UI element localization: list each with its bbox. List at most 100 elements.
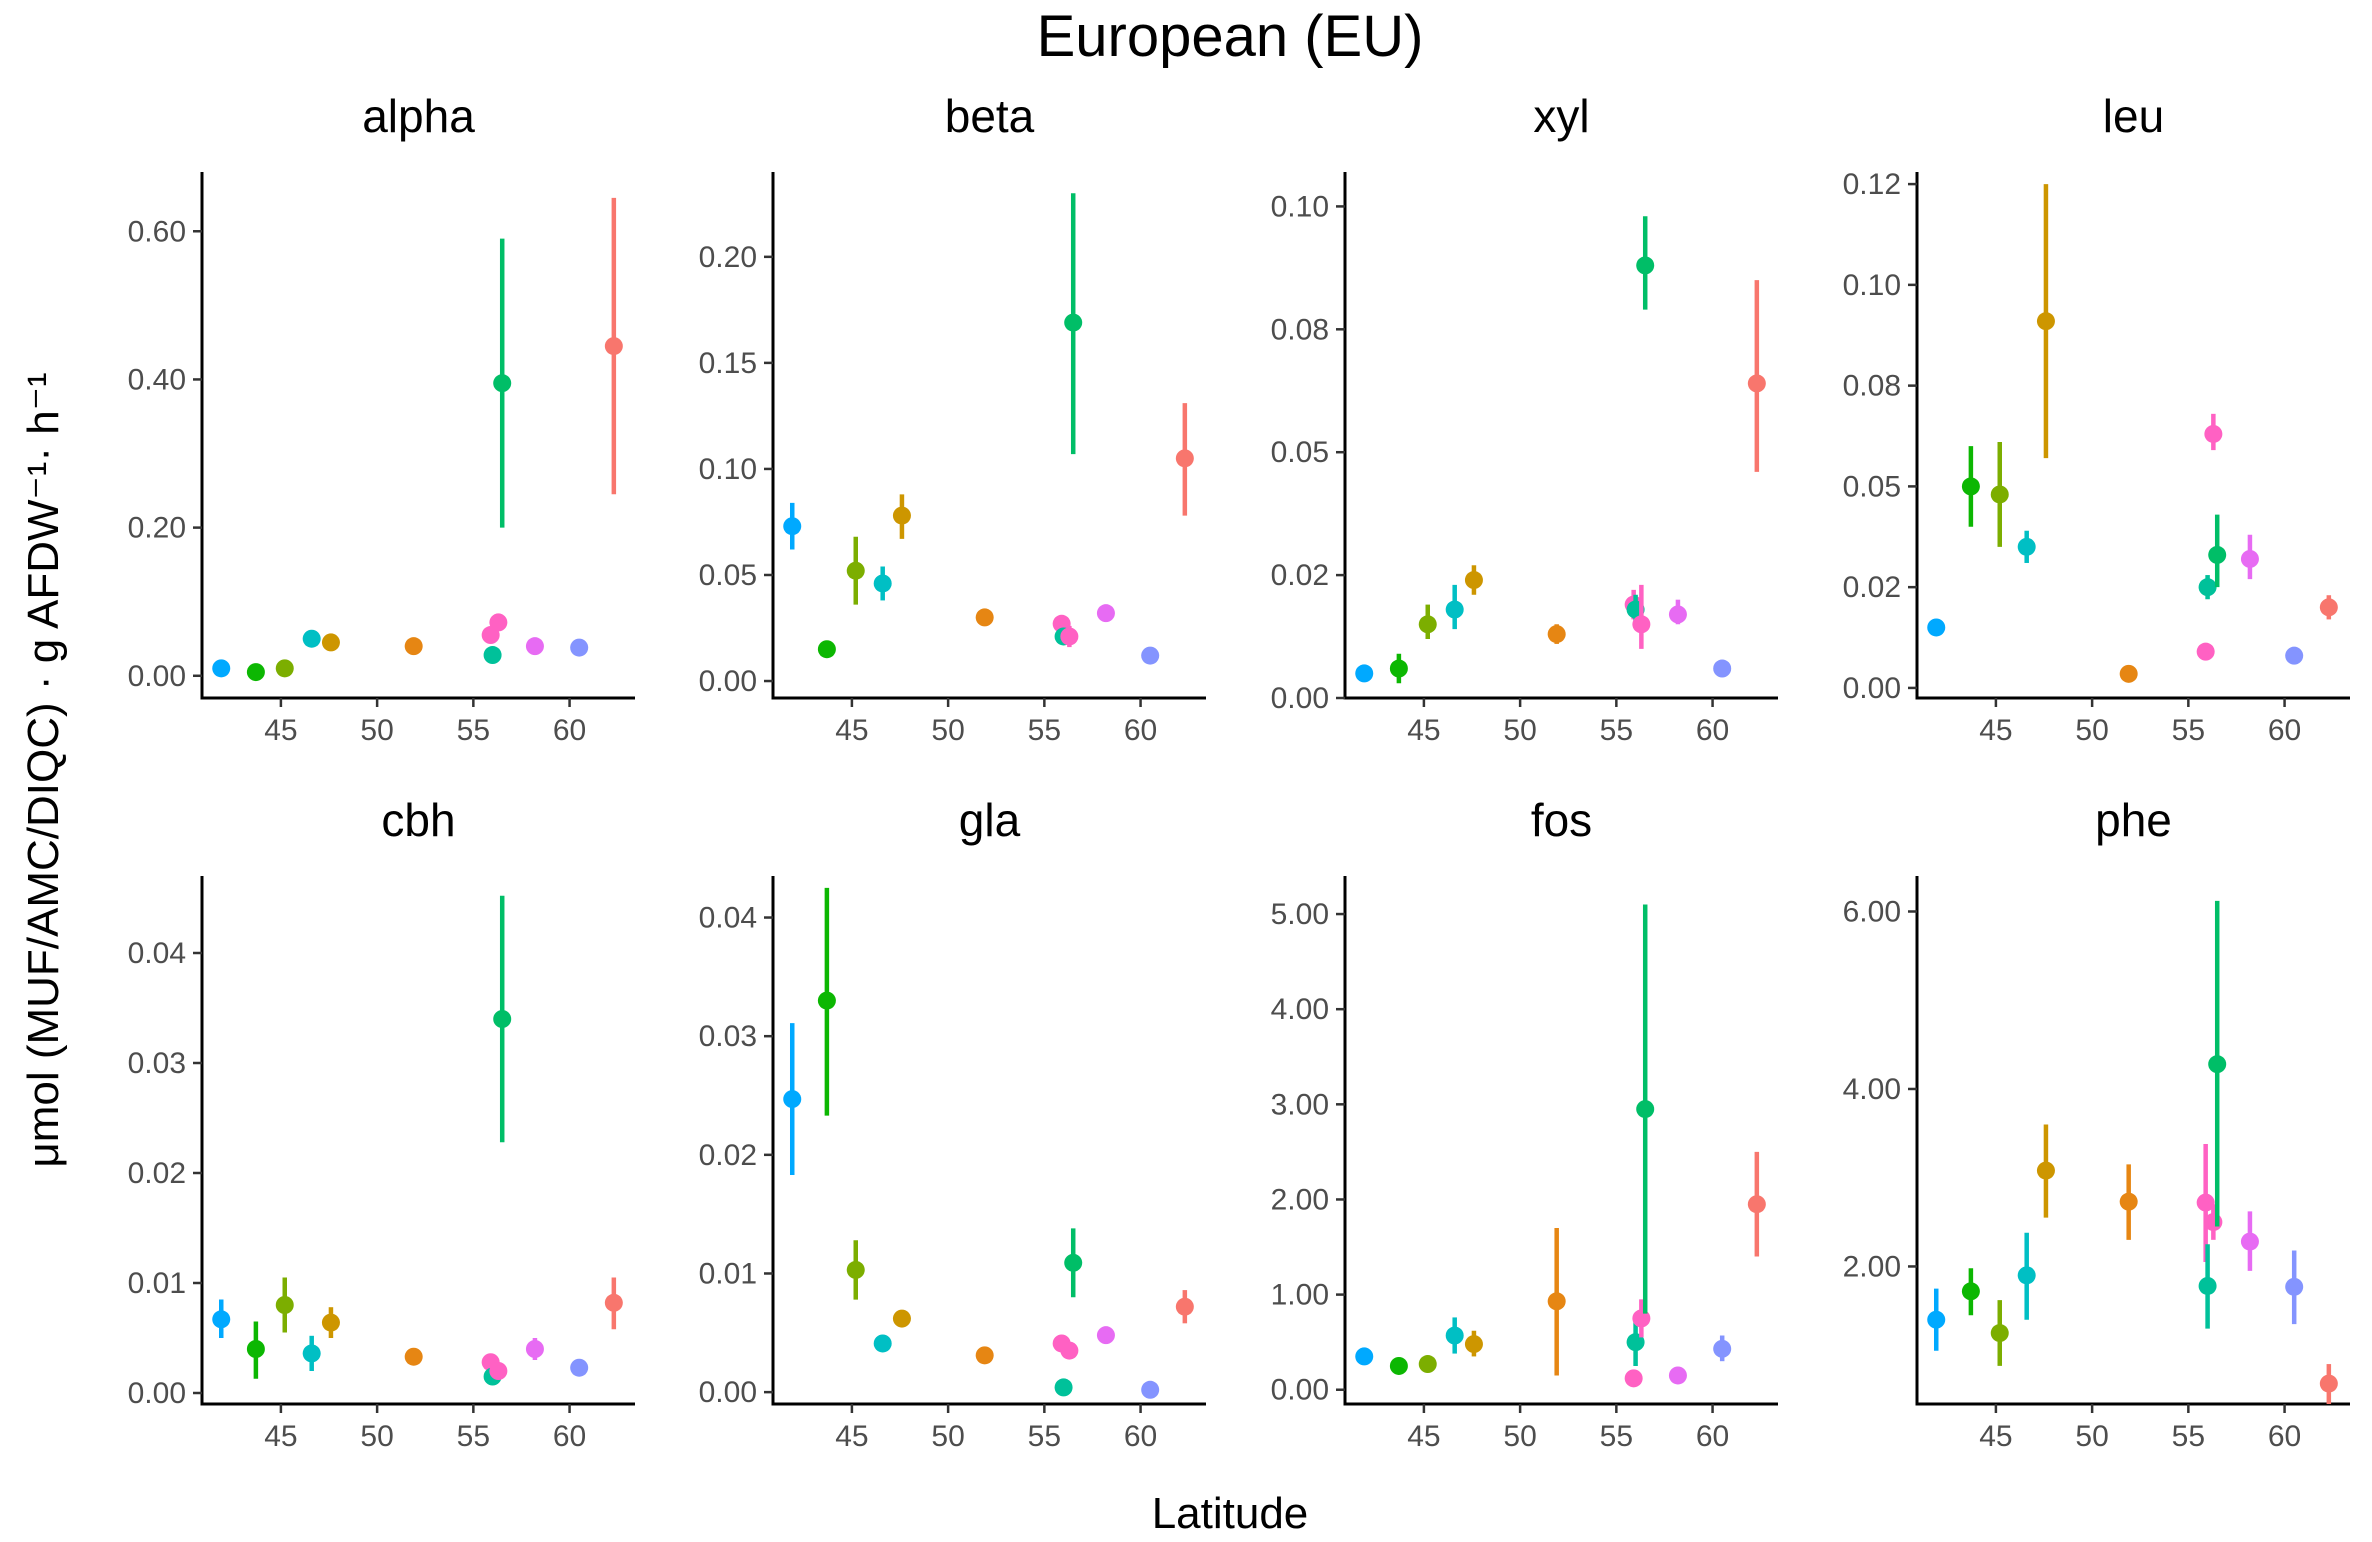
- data-point: [1626, 1333, 1645, 1352]
- y-tick-label: 3.00: [1271, 1088, 1329, 1121]
- x-tick-label: 60: [2268, 714, 2301, 747]
- data-point: [1060, 627, 1079, 646]
- x-tick-label: 45: [264, 714, 297, 747]
- y-tick-label: 0.00: [699, 1376, 757, 1409]
- data-point: [604, 1293, 623, 1312]
- x-tick-label: 50: [931, 1420, 964, 1453]
- x-tick-label: 60: [2268, 1420, 2301, 1453]
- panel-title: fos: [1531, 794, 1592, 846]
- x-tick-label: 45: [1979, 1420, 2012, 1453]
- data-point: [604, 337, 623, 356]
- data-point: [2119, 664, 2138, 683]
- x-tick-label: 45: [835, 1420, 868, 1453]
- x-tick-label: 50: [360, 1420, 393, 1453]
- y-tick-label: 0.02: [1843, 571, 1901, 604]
- data-point: [892, 1309, 911, 1328]
- y-tick-label: 0.10: [1843, 269, 1901, 302]
- data-point: [1445, 600, 1464, 619]
- y-tick-label: 0.02: [699, 1139, 757, 1172]
- data-point: [570, 1358, 589, 1377]
- data-point: [1175, 449, 1194, 468]
- data-point: [1636, 1100, 1655, 1119]
- x-tick-label: 60: [1696, 714, 1729, 747]
- data-point: [1927, 618, 1946, 637]
- y-tick-label: 0.02: [128, 1157, 186, 1190]
- data-point: [1636, 256, 1655, 275]
- data-point: [493, 374, 512, 393]
- x-tick-label: 60: [1124, 714, 1157, 747]
- data-point: [783, 1090, 802, 1109]
- data-point: [302, 1344, 321, 1363]
- data-point: [525, 1340, 544, 1358]
- data-point: [1624, 1369, 1643, 1388]
- y-tick-label: 2.00: [1843, 1250, 1901, 1283]
- panel-phe: phe 2.00 4.00 6.00 45 50 55 60: [1843, 794, 2350, 1453]
- data-point: [1418, 615, 1437, 634]
- x-tick-label: 60: [553, 1420, 586, 1453]
- data-point: [783, 517, 802, 536]
- x-tick-label: 55: [1600, 1420, 1633, 1453]
- data-point: [1990, 485, 2009, 504]
- data-point: [246, 1340, 265, 1358]
- data-point: [1064, 1253, 1083, 1272]
- panel-alpha: alpha 0.00 0.20 0.40 0.60 45 50 55 60: [128, 90, 635, 747]
- panel-title: cbh: [381, 794, 455, 846]
- y-tick-label: 4.00: [1271, 993, 1329, 1026]
- data-point: [570, 638, 589, 657]
- panel-gla: gla 0.00 0.01 0.02 0.03 0.04 45 50 55 60: [699, 794, 1206, 1453]
- panel-title: phe: [2095, 794, 2172, 846]
- data-point: [1096, 1326, 1115, 1345]
- x-tick-label: 50: [2075, 1420, 2108, 1453]
- y-tick-label: 0.05: [1271, 436, 1329, 469]
- panel-beta: beta 0.00 0.05 0.10 0.15 0.20 45 50 55 60: [699, 90, 1206, 747]
- y-tick-label: 0.03: [699, 1020, 757, 1053]
- x-tick-label: 45: [835, 714, 868, 747]
- data-point: [873, 574, 892, 593]
- panel-cbh: cbh 0.00 0.01 0.02 0.03 0.04 45 50 55 60: [128, 794, 635, 1453]
- x-tick-label: 45: [264, 1420, 297, 1453]
- data-point: [321, 633, 340, 652]
- data-point: [1668, 1366, 1687, 1385]
- x-axis-title: Latitude: [1152, 1489, 1309, 1538]
- data-point: [1175, 1297, 1194, 1316]
- data-point: [892, 506, 911, 525]
- data-point: [975, 1346, 994, 1365]
- y-tick-label: 0.12: [1843, 168, 1901, 201]
- data-point: [1060, 1341, 1079, 1360]
- x-tick-label: 60: [553, 714, 586, 747]
- x-tick-label: 50: [2075, 714, 2108, 747]
- data-point: [525, 637, 544, 656]
- x-tick-label: 55: [1028, 1420, 1061, 1453]
- y-tick-label: 0.04: [699, 902, 757, 935]
- x-tick-label: 50: [1503, 1420, 1536, 1453]
- data-point: [1990, 1324, 2009, 1343]
- x-tick-label: 60: [1696, 1420, 1729, 1453]
- data-point: [2017, 537, 2036, 556]
- data-point: [1632, 615, 1651, 634]
- data-point: [1355, 664, 1374, 683]
- y-tick-label: 0.02: [1271, 559, 1329, 592]
- y-tick-label: 0.00: [1271, 682, 1329, 715]
- panel-title: leu: [2103, 90, 2164, 142]
- data-point: [817, 640, 836, 659]
- data-point: [489, 1362, 508, 1380]
- data-point: [1927, 1310, 1946, 1329]
- y-tick-label: 0.00: [128, 1377, 186, 1410]
- data-point: [493, 1010, 512, 1028]
- y-tick-label: 0.00: [1271, 1374, 1329, 1407]
- data-point: [275, 659, 294, 678]
- y-tick-label: 0.04: [128, 937, 186, 970]
- x-tick-label: 55: [457, 714, 490, 747]
- y-tick-label: 1.00: [1271, 1279, 1329, 1312]
- data-point: [1713, 659, 1732, 678]
- data-point: [321, 1313, 340, 1332]
- y-tick-label: 0.03: [128, 1047, 186, 1080]
- y-tick-label: 6.00: [1843, 895, 1901, 928]
- y-tick-label: 0.08: [1843, 370, 1901, 403]
- chart-title: European (EU): [1037, 4, 1424, 69]
- y-tick-label: 0.40: [128, 363, 186, 396]
- data-point: [1547, 625, 1566, 644]
- y-tick-label: 4.00: [1843, 1073, 1901, 1106]
- data-point: [302, 629, 321, 648]
